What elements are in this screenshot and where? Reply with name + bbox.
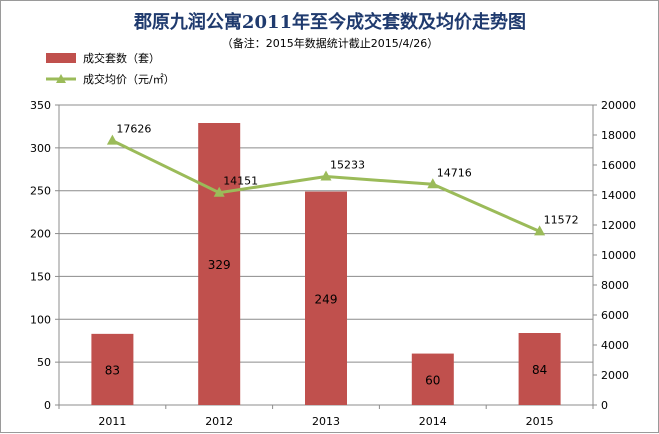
price-point-marker <box>427 178 439 189</box>
left-tick-label: 100 <box>30 313 51 326</box>
legend: 成交套数（套） 成交均价（元/㎡） <box>46 51 175 86</box>
bar <box>305 191 347 405</box>
right-tick-label: 18000 <box>601 129 636 142</box>
price-value-label: 14151 <box>223 175 258 188</box>
right-tick-label: 8000 <box>601 279 629 292</box>
bar <box>411 353 454 405</box>
price-line <box>106 134 546 236</box>
bar <box>518 333 561 405</box>
right-tick-label: 0 <box>601 399 608 412</box>
left-tick-label: 50 <box>37 356 51 369</box>
right-tick-label: 6000 <box>601 309 629 322</box>
left-axis: 0 50 100 150 200 250 300 350 <box>30 99 60 412</box>
bars <box>91 123 561 405</box>
chart-title: 郡原九润公寓2011年至今成交套数及均价走势图 <box>133 11 526 33</box>
right-tick-label: 14000 <box>601 189 636 202</box>
left-tick-label: 150 <box>30 270 51 283</box>
right-tick-label: 10000 <box>601 249 636 262</box>
price-value-label: 15233 <box>330 159 365 172</box>
x-axis: 2011 2012 2013 2014 2015 <box>58 404 594 428</box>
legend-swatch-bar <box>46 53 76 63</box>
x-tick-label: 2012 <box>205 415 233 428</box>
bar <box>198 123 241 405</box>
legend-label-bar: 成交套数（套） <box>83 51 160 65</box>
right-axis: 0 2000 4000 6000 8000 10000 12000 14000 16000 180… <box>592 99 636 412</box>
x-tick-label: 2015 <box>526 415 554 428</box>
left-tick-label: 300 <box>30 142 51 155</box>
right-tick-label: 2000 <box>601 369 629 382</box>
chart-subtitle: （备注：2015年数据统计截止2015/4/26） <box>222 36 438 50</box>
bar-value-label: 329 <box>208 258 231 272</box>
x-tick-label: 2013 <box>312 415 340 428</box>
right-tick-label: 4000 <box>601 339 629 352</box>
bar-value-label: 60 <box>425 373 440 387</box>
left-tick-label: 200 <box>30 228 51 241</box>
price-value-label: 17626 <box>116 123 151 136</box>
left-tick-label: 0 <box>44 399 51 412</box>
price-point-marker <box>320 170 332 181</box>
bar-value-label: 84 <box>532 363 547 377</box>
price-value-label: 14716 <box>437 166 472 179</box>
price-point-marker <box>213 186 225 197</box>
x-tick-label: 2011 <box>98 415 126 428</box>
price-point-marker <box>534 225 546 236</box>
right-tick-label: 20000 <box>601 99 636 112</box>
right-tick-label: 16000 <box>601 159 636 172</box>
bar-value-label: 249 <box>315 292 338 306</box>
legend-marker-triangle <box>56 74 66 83</box>
price-value-label: 11572 <box>544 213 579 226</box>
bar <box>91 333 134 405</box>
price-point-marker <box>106 134 118 145</box>
legend-label-line: 成交均价（元/㎡） <box>83 72 175 86</box>
left-tick-label: 250 <box>30 185 51 198</box>
data-labels: 83 329 249 60 84 17626 14151 15233 14716 11572 <box>105 123 579 388</box>
x-tick-label: 2014 <box>419 415 447 428</box>
right-tick-label: 12000 <box>601 219 636 232</box>
bar-value-label: 83 <box>105 363 120 377</box>
left-tick-label: 350 <box>30 99 51 112</box>
